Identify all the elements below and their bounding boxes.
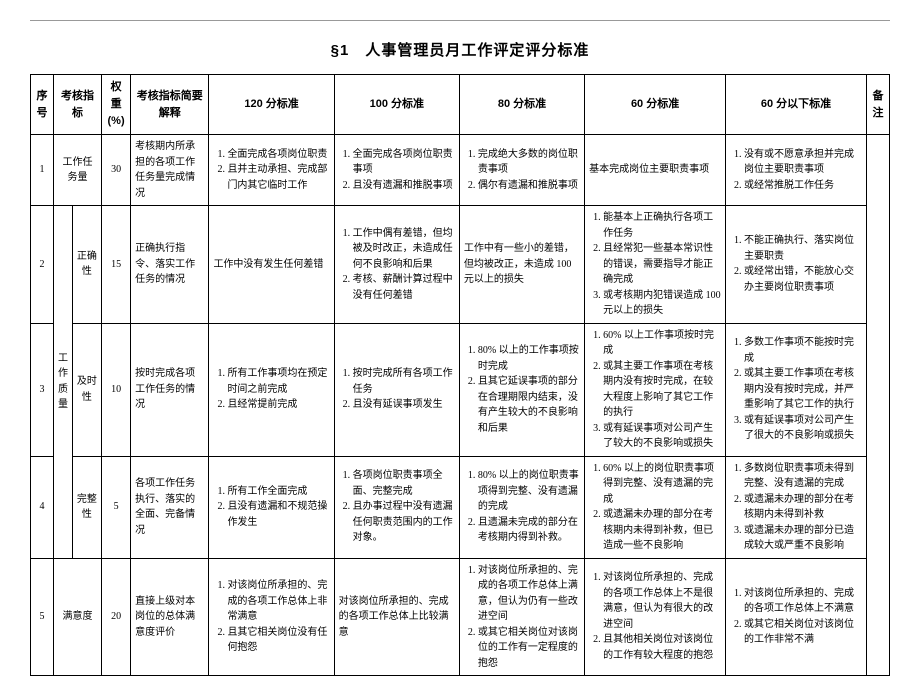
cell-weight: 30 [101,135,130,206]
cell-weight: 15 [101,206,130,324]
cell-s60: 对该岗位所承担的、完成的各项工作总体上不是很满意，但认为有很大的改进空间且其他相… [585,558,726,676]
th-indicator: 考核指标 [53,75,101,135]
th-120: 120 分标准 [209,75,334,135]
cell-sBelow: 没有或不愿意承担并完成岗位主要职责事项或经常推脱工作任务 [726,135,867,206]
cell-indicator: 正确性 [72,206,101,324]
cell-s100: 对该岗位所承担的、完成的各项工作总体上比较满意 [334,558,459,676]
cell-s100: 按时完成所有各项工作任务且没有延误事项发生 [334,323,459,456]
th-100: 100 分标准 [334,75,459,135]
cell-s80: 80% 以上的岗位职责事项得到完整、没有遗漏的完成且遗漏未完成的部分在考核期内得… [459,456,584,558]
cell-s60: 60% 以上工作事项按时完成或其主要工作事项在考核期内没有按时完成，在较大程度上… [585,323,726,456]
table-row: 1工作任务量30考核期内所承担的各项工作任务量完成情况全面完成各项岗位职责且并主… [31,135,890,206]
cell-s100: 全面完成各项岗位职责事项且没有遗漏和推脱事项 [334,135,459,206]
cell-indicator: 及时性 [72,323,101,456]
cell-explain: 按时完成各项工作任务的情况 [131,323,209,456]
cell-seq: 3 [31,323,54,456]
cell-explain: 考核期内所承担的各项工作任务量完成情况 [131,135,209,206]
scoring-table: 序号 考核指标 权重(%) 考核指标简要解释 120 分标准 100 分标准 8… [30,74,890,676]
cell-s80: 完成绝大多数的岗位职责事项偶尔有遗漏和推脱事项 [459,135,584,206]
cell-seq: 2 [31,206,54,324]
cell-indicator-group: 工作质量 [53,206,72,559]
th-weight: 权重(%) [101,75,130,135]
cell-s100: 各项岗位职责事项全面、完整完成且办事过程中没有遗漏任何职责范围内的工作对象。 [334,456,459,558]
cell-weight: 10 [101,323,130,456]
cell-s120: 工作中没有发生任何差错 [209,206,334,324]
table-row: 2工作质量正确性15正确执行指令、落实工作任务的情况工作中没有发生任何差错工作中… [31,206,890,324]
table-row: 3 及时性10按时完成各项工作任务的情况所有工作事项均在预定时间之前完成且经常提前… [31,323,890,456]
th-80: 80 分标准 [459,75,584,135]
cell-sBelow: 多数岗位职责事项未得到完整、没有遗漏的完成或遗漏未办理的部分在考核期内未得到补救… [726,456,867,558]
cell-s100: 工作中偶有差错，但均被及时改正，未造成任何不良影响和后果考核、薪酬计算过程中没有… [334,206,459,324]
page-title: §1 人事管理员月工作评定评分标准 [30,39,890,60]
cell-explain: 各项工作任务执行、落实的全面、完备情况 [131,456,209,558]
cell-s80: 对该岗位所承担的、完成的各项工作总体上满意，但认为仍有一些改进空间或其它相关岗位… [459,558,584,676]
th-60: 60 分标准 [585,75,726,135]
cell-explain: 直接上级对本岗位的总体满意度评价 [131,558,209,676]
cell-s60: 能基本上正确执行各项工作任务且经常犯一些基本常识性的错误，需要指导才能正确完成或… [585,206,726,324]
cell-s120: 所有工作全面完成且没有遗漏和不规范操作发生 [209,456,334,558]
cell-indicator: 满意度 [53,558,101,676]
cell-weight: 5 [101,456,130,558]
cell-seq: 1 [31,135,54,206]
table-row: 5满意度20直接上级对本岗位的总体满意度评价对该岗位所承担的、完成的各项工作总体… [31,558,890,676]
cell-s120: 对该岗位所承担的、完成的各项工作总体上非常满意且其它相关岗位没有任何抱怨 [209,558,334,676]
th-seq: 序号 [31,75,54,135]
cell-s120: 全面完成各项岗位职责且并主动承担、完成部门内其它临时工作 [209,135,334,206]
cell-explain: 正确执行指令、落实工作任务的情况 [131,206,209,324]
th-below: 60 分以下标准 [726,75,867,135]
cell-indicator: 完整性 [72,456,101,558]
cell-weight: 20 [101,558,130,676]
th-explain: 考核指标简要解释 [131,75,209,135]
cell-sBelow: 对该岗位所承担的、完成的各项工作总体上不满意或其它相关岗位对该岗位的工作非常不满 [726,558,867,676]
cell-sBelow: 多数工作事项不能按时完成或其主要工作事项在考核期内没有按时完成，并严重影响了其它… [726,323,867,456]
cell-seq: 4 [31,456,54,558]
cell-s80: 80% 以上的工作事项按时完成且其它延误事项的部分在合理期限内结束，没有产生较大… [459,323,584,456]
table-row: 4 完整性5各项工作任务执行、落实的全面、完备情况所有工作全面完成且没有遗漏和不规… [31,456,890,558]
cell-s120: 所有工作事项均在预定时间之前完成且经常提前完成 [209,323,334,456]
th-remark: 备注 [866,75,889,135]
cell-seq: 5 [31,558,54,676]
cell-s80: 工作中有一些小的差错，但均被改正，未造成 100 元以上的损失 [459,206,584,324]
cell-indicator: 工作任务量 [53,135,101,206]
cell-sBelow: 不能正确执行、落实岗位主要职责或经常出错，不能放心交办主要岗位职责事项 [726,206,867,324]
cell-remark [866,135,889,676]
cell-s60: 60% 以上的岗位职责事项得到完整、没有遗漏的完成或遗漏未办理的部分在考核期内未… [585,456,726,558]
cell-s60: 基本完成岗位主要职责事项 [585,135,726,206]
